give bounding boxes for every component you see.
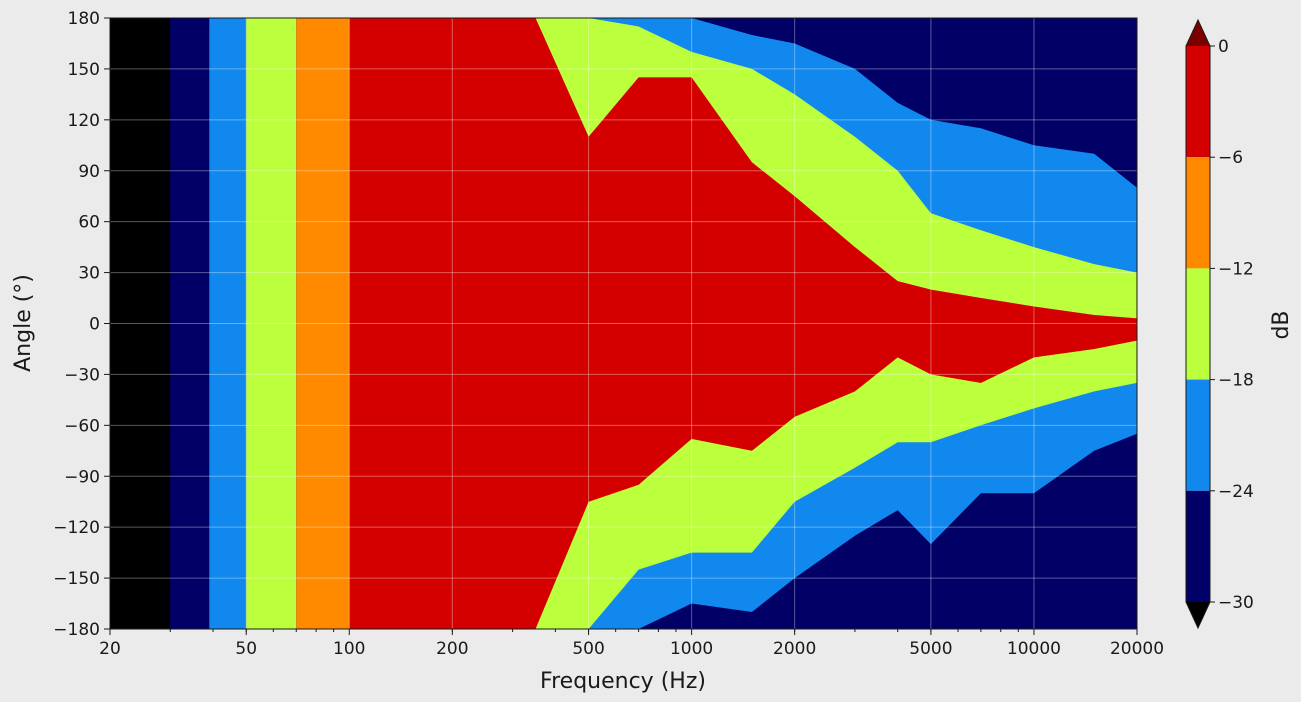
y-tick-label: 150 [68,60,100,80]
x-tick-label: 50 [235,639,257,659]
colorbar-tick-label: −6 [1218,148,1243,168]
y-tick-label: 90 [78,162,100,182]
frequency-band [170,18,210,629]
y-axis-ticks: 180 150 120 90 60 30 0 −30 −60 −90 −120 −150 −180 [53,9,110,640]
y-tick-label: −90 [64,467,100,487]
x-tick-label: 2000 [773,639,816,659]
grid-lines [110,18,1137,629]
y-tick-label: 120 [68,111,100,131]
y-tick-label: 0 [89,315,100,335]
colorbar-extend-under [1186,602,1210,628]
y-tick-label: −60 [64,416,100,436]
colorbar-segment [1186,490,1210,602]
y-tick-label: −180 [53,620,100,640]
colorbar-segment [1186,46,1210,158]
y-tick-label: −150 [53,569,100,589]
x-tick-label: 100 [333,639,365,659]
x-tick-label: 20000 [1110,639,1164,659]
x-tick-label: 5000 [909,639,952,659]
colorbar: 0 −6 −12 −18 −24 −30 [1185,18,1254,630]
x-tick-label: 20 [99,639,121,659]
colorbar-extend-over [1186,20,1210,46]
colorbar-tick-label: −12 [1218,259,1254,279]
colorbar-tick-label: −18 [1218,371,1254,391]
colorbar-tick-label: 0 [1218,37,1229,57]
frequency-band [246,18,297,629]
contour-fill-layer [110,18,1137,629]
frequency-band [110,18,171,629]
frequency-band [209,18,247,629]
x-tick-label: 500 [572,639,604,659]
y-tick-label: −30 [64,365,100,385]
x-tick-label: 1000 [670,639,713,659]
colorbar-segment [1186,379,1210,491]
plot-area [110,18,1137,629]
y-tick-label: 30 [78,264,100,284]
colorbar-segment [1186,157,1210,269]
contour-fill-minus6-to-0 [349,18,1137,629]
y-tick-label: 180 [68,9,100,29]
frequency-band [296,18,350,629]
x-tick-label: 10000 [1007,639,1061,659]
y-tick-label: −120 [53,518,100,538]
y-axis-label: Angle (°) [11,274,36,372]
colorbar-tick-label: −30 [1218,593,1254,613]
x-axis-ticks: 20 50 100 200 500 1000 2000 5000 10000 20000 [99,629,1164,659]
x-tick-label: 200 [436,639,468,659]
x-axis-label: Frequency (Hz) [540,669,706,694]
colorbar-segment [1186,268,1210,380]
colorbar-label: dB [1269,310,1294,339]
y-tick-label: 60 [78,213,100,233]
colorbar-tick-label: −24 [1218,482,1254,502]
